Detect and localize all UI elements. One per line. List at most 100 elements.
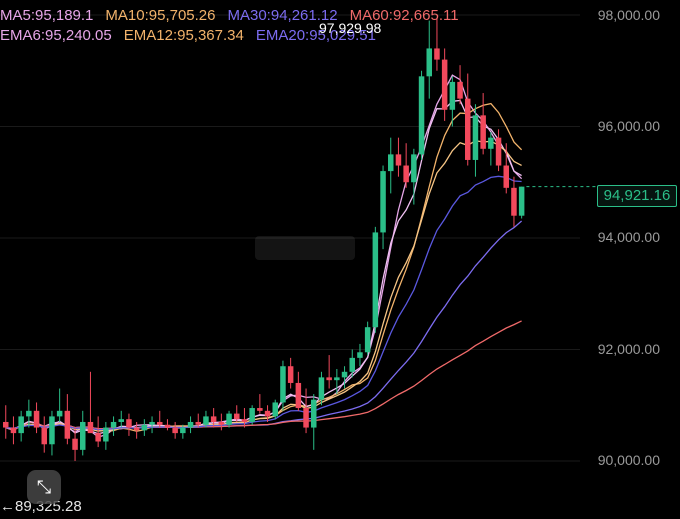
ema12-line	[5, 140, 522, 432]
candle	[372, 226, 379, 333]
candle	[187, 416, 194, 434]
ma10-line	[5, 102, 523, 432]
candle	[287, 357, 294, 389]
low-price-label: ←89,325.28	[0, 498, 82, 515]
candle-body	[56, 410, 63, 417]
candle-body	[480, 115, 486, 149]
candle-body	[164, 424, 171, 428]
y-tick-label: 98,000.00	[597, 7, 660, 23]
candle-body	[26, 410, 32, 417]
candle	[480, 93, 486, 155]
candle	[426, 20, 432, 99]
ema-legend: EMA6:95,240.05 EMA12:95,367.34 EMA20:95,…	[0, 27, 388, 44]
candle	[411, 148, 417, 205]
candle-body	[434, 48, 440, 60]
candle-body	[488, 137, 494, 149]
candle	[41, 416, 47, 453]
candle	[472, 104, 479, 177]
candle-body	[103, 427, 109, 442]
candle	[103, 421, 109, 450]
candle	[133, 421, 140, 439]
candle-body	[272, 402, 278, 417]
candle	[303, 388, 309, 434]
candle	[80, 410, 86, 456]
candle	[95, 416, 101, 448]
candle	[203, 410, 209, 428]
candle	[311, 394, 317, 450]
candle	[488, 132, 494, 166]
candle	[226, 410, 232, 428]
candle-body	[511, 187, 517, 216]
candle	[403, 143, 409, 188]
candle-body	[3, 421, 9, 428]
candle	[241, 408, 248, 428]
candle-body	[341, 371, 348, 378]
candle	[434, 18, 440, 71]
candle-body	[157, 421, 163, 425]
ema12-label: EMA12:95,367.34	[123, 27, 244, 44]
candle-body	[395, 154, 402, 166]
candle-body	[218, 421, 225, 425]
candle	[318, 371, 325, 406]
ma5-label: MA5:95,189.1	[0, 7, 94, 24]
candle-body	[264, 410, 271, 417]
expand-chart-button[interactable]: ⤡	[27, 470, 61, 504]
candle	[395, 137, 402, 177]
candle	[64, 394, 71, 445]
candle	[441, 48, 448, 121]
candle-body	[457, 81, 463, 99]
high-price-label: 97,929.98	[319, 20, 382, 36]
candle-body	[349, 357, 355, 372]
candle-body	[449, 81, 456, 110]
candle	[295, 371, 302, 411]
candle-body	[80, 421, 86, 450]
candle	[249, 405, 255, 425]
candle-body	[33, 410, 40, 428]
candle-body	[172, 427, 178, 434]
candle	[503, 143, 509, 194]
candle	[118, 410, 124, 428]
candle-body	[303, 408, 309, 428]
candle-body	[210, 416, 217, 422]
candle	[272, 399, 278, 420]
candle-body	[18, 416, 24, 434]
candle	[518, 186, 525, 219]
candle-body	[95, 433, 101, 442]
candle	[218, 413, 225, 431]
candle-body	[41, 427, 47, 445]
candle	[326, 355, 332, 389]
candle-body	[472, 115, 479, 160]
candle	[449, 76, 456, 127]
candle-body	[364, 327, 371, 353]
candle-body	[280, 366, 286, 403]
candle	[511, 176, 517, 227]
candle-body	[180, 427, 186, 434]
candle	[149, 416, 155, 434]
candle	[364, 321, 371, 356]
candle-body	[318, 377, 325, 400]
candle	[195, 413, 201, 428]
candle	[380, 165, 386, 250]
y-tick-label: 92,000.00	[597, 341, 660, 357]
candle-body	[249, 408, 255, 422]
candle-body	[372, 232, 379, 328]
candle-body	[388, 154, 394, 172]
candle	[110, 416, 117, 436]
candle	[341, 366, 348, 389]
candle-body	[87, 421, 94, 434]
candle	[180, 424, 186, 439]
y-tick-label: 90,000.00	[597, 452, 660, 468]
candle-body	[72, 438, 78, 450]
candle	[33, 402, 40, 434]
candle-body	[495, 137, 502, 166]
candle-body	[203, 416, 209, 425]
candle-body	[133, 427, 140, 431]
candle-body	[418, 76, 425, 155]
expand-arrows-icon: ⤡	[36, 476, 52, 497]
candle-body	[126, 419, 132, 428]
candle	[164, 419, 171, 431]
candle-body	[441, 59, 448, 110]
candle-body	[518, 186, 525, 216]
ma-legend: MA5:95,189.1 MA10:95,705.26 MA30:94,261.…	[0, 7, 471, 24]
